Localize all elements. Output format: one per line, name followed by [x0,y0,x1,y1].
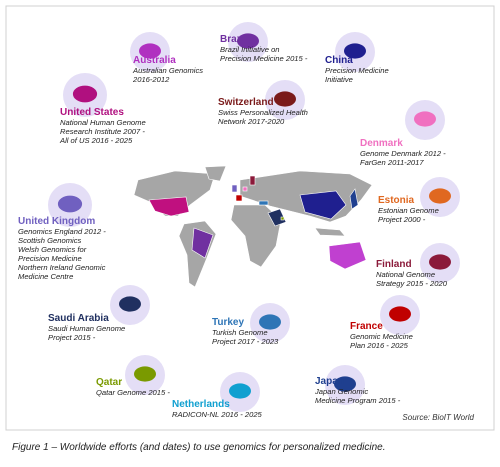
country-detail: Project 2015 - [48,333,96,342]
country-detail: Japan Genomic [314,387,368,396]
brazil-region [191,227,214,259]
country-name: United Kingdom [18,216,95,227]
australia-region [328,241,367,270]
country-name: Australia [133,55,176,66]
country-icon [119,296,141,312]
country-detail: Project 2017 - 2023 [212,337,279,346]
source-note: Source: BioIT World [402,413,474,422]
country-detail: National Genome [376,270,435,279]
turkey-region [258,200,269,206]
country-name: Finland [376,259,412,270]
country-detail: FarGen 2011-2017 [360,158,424,167]
indonesia [314,227,346,237]
uk-region [231,184,238,193]
country-detail: Northern Ireland Genomic [18,263,106,272]
us-region [148,196,190,217]
country-detail: Estonian Genome [378,206,439,215]
country-icon [334,376,356,392]
figure-caption: Figure 1 – Worldwide efforts (and dates)… [12,442,386,453]
country-detail: Project 2000 - [378,215,426,224]
country-name: Denmark [360,138,403,149]
country-icon [429,188,451,204]
country-detail: Genomics England 2012 - [18,227,106,236]
country-icon [274,91,296,107]
country-name: United States [60,107,124,118]
country-detail: RADICON-NL 2016 - 2025 [172,410,263,419]
country-icon [72,85,98,103]
country-name: Japan [315,376,344,387]
country-detail: Medicine Centre [18,272,73,281]
country-icon [259,314,281,330]
country-name: Switzerland [218,97,274,108]
country-detail: Research Institute 2007 - [60,127,145,136]
greenland [204,165,227,182]
country-name: France [350,321,383,332]
country-detail: Brazil Initiative on [220,45,280,54]
country-detail: Scottish Genomics [18,236,82,245]
country-detail: Precision Medicine 2015 - [220,54,308,63]
world-map [133,165,373,288]
japan-region [349,188,359,210]
country-detail: Saudi Human Genome [48,324,125,333]
country-icon [57,195,83,213]
country-icon [229,383,251,399]
country-detail: Precision Medicine [18,254,82,263]
country-detail: All of US 2016 - 2025 [59,136,133,145]
country-icon [429,254,451,270]
denmark-region [242,186,248,192]
country-detail: Qatar Genome 2015 - [96,388,170,397]
country-detail: Plan 2016 - 2025 [350,341,409,350]
france-region [235,194,243,202]
saudi-region [267,208,287,227]
country-detail: Medicine Program 2015 - [315,396,401,405]
china-region [299,190,347,220]
country-name: Turkey [212,317,244,328]
country-icon [414,111,436,127]
country-detail: Initiative [325,75,353,84]
qatar-region [280,216,285,221]
country-name: Netherlands [172,399,230,410]
country-detail: Strategy 2015 - 2020 [376,279,448,288]
country-name: Estonia [378,195,415,206]
country-detail: Genomic Medicine [350,332,413,341]
country-detail: Swiss Personalized Health [218,108,308,117]
finland-region [249,175,256,186]
country-detail: Precision Medicine [325,66,389,75]
country-detail: Australian Genomics [132,66,203,75]
country-detail: Turkish Genome [212,328,268,337]
country-detail: Welsh Genomics for [18,245,87,254]
africa [230,204,282,268]
country-name: Brazil [220,34,247,45]
country-detail: Genome Denmark 2012 - [360,149,446,158]
country-detail: National Human Genome [60,118,146,127]
country-name: Qatar [96,377,122,388]
country-icon [389,306,411,322]
country-name: China [325,55,353,66]
country-icon [139,43,161,59]
country-icon [344,43,366,59]
country-icon [237,33,259,49]
country-name: Saudi Arabia [48,313,109,324]
country-detail: 2016-2012 [132,75,170,84]
country-detail: Network 2017-2020 [218,117,285,126]
country-icon [134,366,156,382]
